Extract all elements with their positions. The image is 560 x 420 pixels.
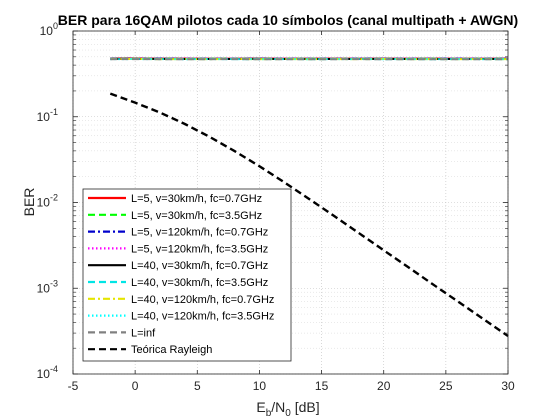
x-tick-label: 5	[194, 379, 201, 393]
x-tick-labels: -5 0 5 10 15 20 25 30	[68, 379, 515, 393]
legend-label: L=40, v=30km/h, fc=3.5GHz	[131, 277, 268, 289]
x-tick-label: 15	[315, 379, 329, 393]
y-tick-label: 10-1	[37, 107, 58, 124]
series-line-10	[109, 92, 509, 338]
y-tick-exponent: -4	[50, 364, 58, 374]
series-layer	[109, 57, 509, 338]
y-tick-base: 10	[37, 196, 51, 210]
x-axis-label-main: E	[256, 399, 265, 415]
y-tick-label: 10-3	[37, 278, 58, 295]
y-tick-base: 10	[40, 24, 54, 38]
x-tick-label: 30	[501, 379, 515, 393]
x-axis-label-sub1: b	[266, 408, 272, 419]
x-axis-label: Eb/N0 [dB]	[256, 399, 319, 419]
y-axis-label: BER	[21, 188, 37, 217]
y-tick-exponent: -3	[50, 278, 58, 288]
y-tick-base: 10	[37, 281, 51, 295]
legend-label: L=5, v=30km/h, fc=0.7GHz	[131, 193, 262, 205]
y-tick-base: 10	[37, 110, 51, 124]
legend: L=5, v=30km/h, fc=0.7GHz L=5, v=30km/h, f…	[82, 188, 292, 362]
x-tick-label: 20	[377, 379, 391, 393]
y-tick-label: 100	[40, 21, 58, 38]
legend-label: L=40, v=120km/h, fc=3.5GHz	[131, 311, 274, 323]
y-tick-exponent: -1	[50, 107, 58, 117]
x-tick-label: 0	[132, 379, 139, 393]
legend-box	[82, 188, 292, 362]
x-axis-label-mid: /N	[271, 399, 285, 415]
legend-label: L=40, v=120km/h, fc=0.7GHz	[131, 294, 274, 306]
legend-label: L=40, v=30km/h, fc=0.7GHz	[131, 260, 268, 272]
y-tick-base: 10	[37, 367, 51, 381]
legend-label: L=5, v=120km/h, fc=0.7GHz	[131, 227, 268, 239]
x-tick-label: -5	[68, 379, 79, 393]
y-tick-label: 10-4	[37, 364, 58, 381]
y-tick-label: 10-2	[37, 193, 58, 210]
x-tick-label: 10	[253, 379, 267, 393]
legend-label: L=5, v=120km/h, fc=3.5GHz	[131, 243, 268, 255]
x-axis-label-sub2: 0	[285, 408, 291, 419]
legend-label: L=5, v=30km/h, fc=3.5GHz	[131, 210, 262, 222]
x-tick-label: 25	[439, 379, 453, 393]
legend-label: Teórica Rayleigh	[131, 344, 212, 356]
x-axis-label-tail: [dB]	[291, 399, 320, 415]
legend-label: L=inf	[131, 327, 156, 339]
y-tick-exponent: -2	[50, 193, 58, 203]
tick-marks	[72, 30, 509, 375]
y-tick-exponent: 0	[53, 21, 58, 31]
chart-title: BER para 16QAM pilotos cada 10 símbolos …	[58, 12, 518, 28]
